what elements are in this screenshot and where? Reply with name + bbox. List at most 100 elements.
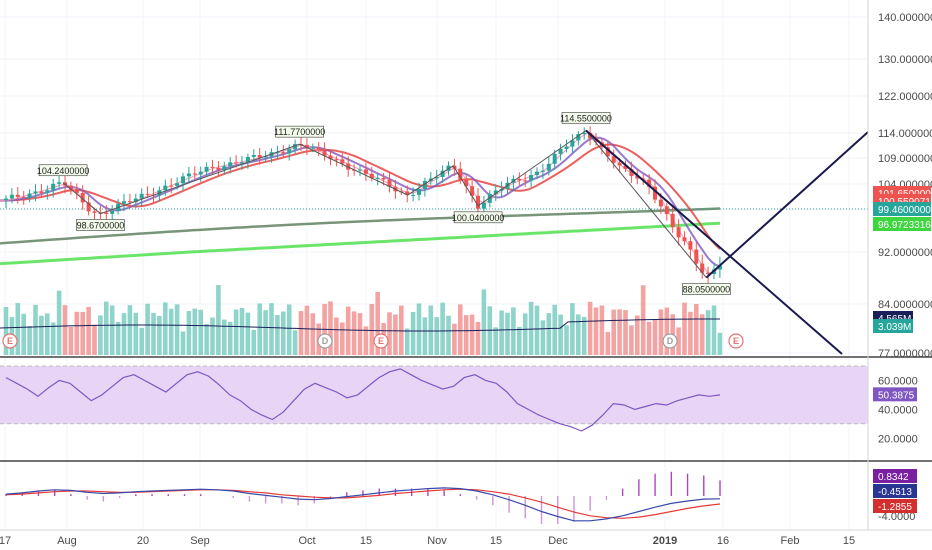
candle-body[interactable] (523, 180, 528, 182)
candle-body[interactable] (387, 179, 392, 187)
candle-body[interactable] (617, 162, 622, 166)
candle-body[interactable] (558, 148, 563, 154)
candle-body[interactable] (139, 193, 144, 199)
candle-body[interactable] (440, 170, 445, 177)
earnings-event-marker[interactable] (728, 333, 744, 349)
candle-body[interactable] (422, 180, 427, 189)
candle-body[interactable] (210, 166, 215, 168)
candle-body[interactable] (647, 179, 652, 187)
candle-body[interactable] (310, 147, 315, 149)
candle-body[interactable] (287, 149, 292, 154)
candle-body[interactable] (281, 152, 286, 154)
time-axis[interactable]: 17 Aug 20 Sep Oct 15 Nov 15 Dec 2019 16 Feb 15 (0, 535, 855, 547)
candle-body[interactable] (245, 156, 250, 163)
time-axis-tick-label[interactable]: 15 (360, 535, 372, 547)
price-axis-tick-label[interactable]: 122.0000000 (878, 91, 932, 103)
candle-body[interactable] (605, 147, 610, 157)
price-axis-tick-label[interactable]: 114.0000000 (878, 128, 932, 140)
candle-body[interactable] (446, 165, 451, 171)
candle-body[interactable] (133, 198, 138, 203)
candle-body[interactable] (546, 163, 551, 171)
candle-body[interactable] (234, 162, 239, 164)
candle-body[interactable] (110, 210, 115, 214)
price-axis-tick-label[interactable]: 84.0000000 (878, 299, 932, 311)
candle-body[interactable] (688, 241, 693, 250)
candle-body[interactable] (15, 194, 20, 197)
price-axis-tick-label[interactable]: 130.0000000 (878, 54, 932, 66)
candle-body[interactable] (340, 159, 345, 164)
time-axis-tick-label[interactable]: Feb (781, 535, 800, 547)
candle-body[interactable] (576, 134, 581, 141)
price-axis[interactable]: 140.0000000 130.0000000 122.0000000 114.000… (873, 12, 932, 523)
candle-body[interactable] (240, 162, 244, 164)
candle-body[interactable] (434, 176, 439, 179)
candle-body[interactable] (517, 178, 522, 181)
candle-body[interactable] (216, 167, 221, 170)
price-axis-tick-label[interactable]: 140.0000000 (878, 12, 932, 24)
earnings-event-marker[interactable] (373, 333, 389, 349)
price-axis-tick-label[interactable]: 77.0000000 (878, 348, 932, 360)
candle-body[interactable] (27, 193, 32, 198)
macd-axis-tick-label[interactable]: -4.0000 (878, 511, 915, 523)
candle-body[interactable] (405, 191, 410, 196)
candle-body[interactable] (169, 185, 174, 187)
candle-body[interactable] (9, 194, 14, 199)
time-axis-tick-label[interactable]: Aug (57, 535, 77, 547)
price-axis-tick-label[interactable]: 109.0000000 (878, 153, 932, 165)
candle-body[interactable] (623, 165, 628, 169)
candle-body[interactable] (487, 193, 492, 203)
candle-body[interactable] (51, 183, 56, 191)
candle-body[interactable] (706, 272, 711, 275)
candle-body[interactable] (611, 156, 616, 163)
time-axis-tick-label[interactable]: 16 (717, 535, 729, 547)
candle-body[interactable] (700, 263, 705, 273)
candle-body[interactable] (676, 227, 681, 238)
candle-body[interactable] (570, 140, 575, 147)
time-axis-tick-label[interactable]: 2019 (653, 535, 677, 547)
candle-body[interactable] (358, 169, 362, 171)
trendline-down[interactable] (585, 129, 843, 355)
candlestick-series[interactable] (4, 126, 722, 284)
candle-body[interactable] (175, 183, 180, 186)
candle-body[interactable] (369, 173, 374, 179)
candle-body[interactable] (33, 191, 38, 194)
candle-body[interactable] (228, 162, 233, 167)
time-axis-tick-label[interactable]: 15 (490, 535, 502, 547)
panel-separators[interactable] (0, 0, 932, 531)
candle-body[interactable] (222, 166, 227, 170)
candle-body[interactable] (304, 144, 309, 149)
candle-body[interactable] (717, 265, 722, 270)
time-axis-tick-label[interactable]: Nov (427, 535, 447, 547)
candle-body[interactable] (552, 153, 557, 164)
zigzag-line[interactable] (62, 129, 707, 279)
candle-body[interactable] (653, 186, 657, 200)
trendline-up[interactable] (705, 131, 869, 279)
candle-body[interactable] (694, 249, 699, 264)
trendlines[interactable] (62, 129, 869, 355)
candle-body[interactable] (80, 192, 85, 203)
candle-body[interactable] (464, 179, 469, 187)
candle-body[interactable] (204, 166, 209, 172)
time-axis-tick-label[interactable]: Oct (298, 535, 315, 547)
candle-body[interactable] (629, 168, 634, 176)
rsi-axis-tick-label[interactable]: 60.0000 (878, 375, 918, 387)
rsi-axis-tick-label[interactable]: 20.0000 (878, 433, 918, 445)
time-axis-tick-label[interactable]: 20 (137, 535, 149, 547)
dividend-event-marker[interactable] (662, 333, 678, 349)
candle-body[interactable] (39, 191, 44, 194)
candle-body[interactable] (328, 155, 333, 160)
time-axis-tick-label[interactable]: 17 (0, 535, 11, 547)
candle-body[interactable] (181, 176, 185, 184)
candle-body[interactable] (670, 214, 675, 228)
candle-body[interactable] (4, 198, 8, 201)
candle-body[interactable] (251, 155, 256, 157)
candle-body[interactable] (92, 211, 97, 213)
candle-body[interactable] (322, 149, 327, 156)
candle-body[interactable] (564, 146, 569, 149)
candle-body[interactable] (658, 199, 663, 207)
candle-body[interactable] (481, 202, 486, 209)
candle-body[interactable] (682, 237, 687, 242)
candle-body[interactable] (664, 206, 669, 215)
